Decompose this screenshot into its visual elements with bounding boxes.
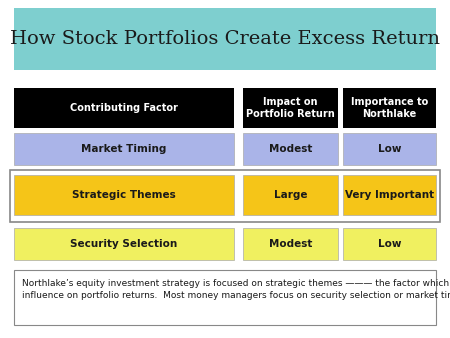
Bar: [243, 88, 338, 128]
Text: Very Important: Very Important: [345, 190, 434, 200]
Text: Modest: Modest: [269, 144, 312, 154]
Text: Low: Low: [378, 144, 401, 154]
Bar: [243, 228, 338, 260]
Text: Modest: Modest: [269, 239, 312, 249]
Text: Impact on
Portfolio Return: Impact on Portfolio Return: [246, 97, 335, 119]
Text: Large: Large: [274, 190, 307, 200]
Text: Northlake’s equity investment strategy is focused on strategic themes ——— the fa: Northlake’s equity investment strategy i…: [22, 279, 450, 300]
Text: Security Selection: Security Selection: [70, 239, 178, 249]
Bar: [343, 175, 436, 215]
Bar: [10, 170, 440, 222]
Bar: [343, 88, 436, 128]
Bar: [343, 228, 436, 260]
Text: Low: Low: [378, 239, 401, 249]
Bar: [343, 133, 436, 165]
Bar: [14, 228, 234, 260]
Text: Contributing Factor: Contributing Factor: [70, 103, 178, 113]
Text: Importance to
Northlake: Importance to Northlake: [351, 97, 428, 119]
Bar: [14, 8, 436, 70]
Bar: [14, 133, 234, 165]
Bar: [243, 175, 338, 215]
Bar: [14, 270, 436, 325]
Text: Market Timing: Market Timing: [81, 144, 166, 154]
Text: How Stock Portfolios Create Excess Return: How Stock Portfolios Create Excess Retur…: [10, 30, 440, 48]
Bar: [243, 133, 338, 165]
Bar: [14, 88, 234, 128]
Text: Strategic Themes: Strategic Themes: [72, 190, 176, 200]
Bar: [14, 175, 234, 215]
